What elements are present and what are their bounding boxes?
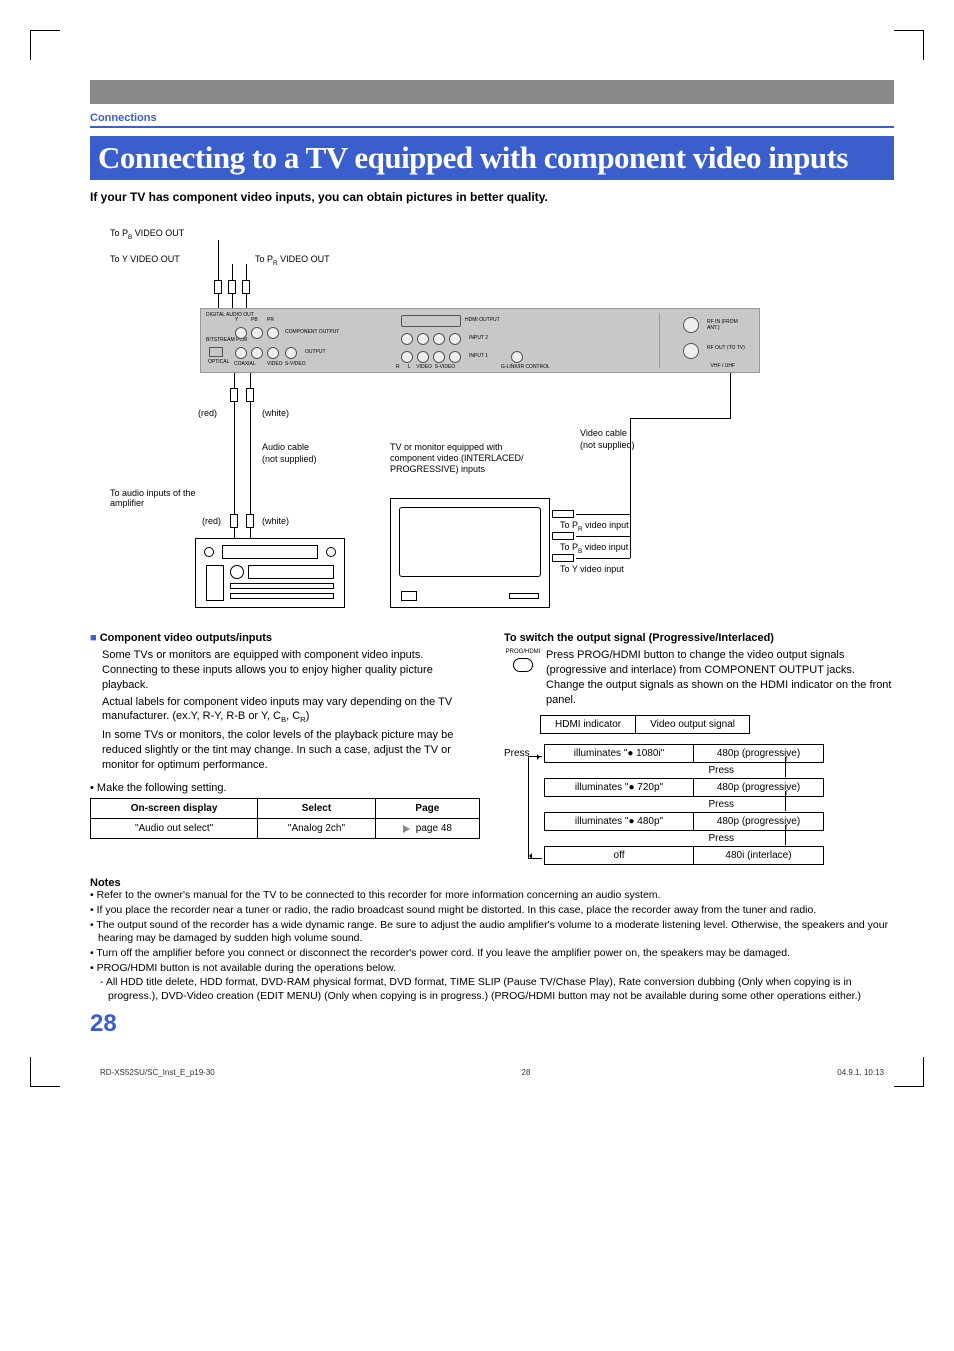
panel-optical: OPTICAL [208, 359, 229, 365]
footer: RD-XS52SU/SC_Inst_E_p19-30 28 04.9.1, 10… [90, 1068, 894, 1077]
label-to-pr-in: To PR video input [560, 520, 629, 533]
flow-1-l: illuminates "● 720p" [544, 778, 694, 797]
label-audio-cable: Audio cable [262, 442, 309, 452]
flow-0-l: illuminates "● 1080i" [544, 744, 694, 763]
notes-list: Refer to the owner's manual for the TV t… [90, 889, 894, 1003]
left-p2: Actual labels for component video inputs… [102, 695, 480, 726]
th-select: Select [258, 799, 376, 819]
th-hdmi: HDMI indicator [541, 716, 636, 734]
right-body: PROG/HDMI Press PROG/HDMI button to chan… [504, 648, 894, 707]
settings-table: On-screen display Select Page "Audio out… [90, 798, 480, 839]
signal-flow: Press illuminates "● 1080i"480p (progres… [504, 744, 894, 865]
prog-hdmi-button-icon: PROG/HDMI [504, 648, 542, 672]
connection-diagram: To PB VIDEO OUT To Y VIDEO OUT To PR VID… [90, 218, 894, 618]
panel-comp: COMPONENT OUTPUT [285, 329, 339, 335]
page-title: Connecting to a TV equipped with compone… [90, 136, 894, 180]
amplifier [195, 538, 345, 608]
note-2: The output sound of the recorder has a w… [90, 919, 894, 946]
page-ref-icon [403, 825, 414, 833]
th-signal: Video output signal [636, 716, 750, 734]
press-label: Press [504, 748, 530, 759]
label-white2: (white) [262, 516, 289, 526]
header-band [90, 80, 894, 104]
label-to-y-in: To Y video input [560, 564, 624, 574]
label-to-y: To Y VIDEO OUT [110, 254, 180, 264]
note-3: Turn off the amplifier before you connec… [90, 947, 894, 961]
flow-2-l: illuminates "● 480p" [544, 812, 694, 831]
label-to-pb: To PB VIDEO OUT [110, 228, 184, 241]
hdmi-header-table: HDMI indicator Video output signal [540, 715, 750, 734]
left-p1: Some TVs or monitors are equipped with c… [102, 648, 480, 693]
flow-3-r: 480i (interlace) [694, 846, 824, 865]
left-heading: Component video outputs/inputs [90, 632, 480, 644]
footer-ts: 04.9.1, 10:13 [837, 1068, 884, 1077]
label-ns1: (not supplied) [262, 454, 317, 464]
label-to-pb-in: To PB video input [560, 542, 628, 555]
page-number: 28 [90, 1010, 894, 1038]
note-0: Refer to the owner's manual for the TV t… [90, 889, 894, 903]
note-sub: All HDD title delete, HDD format, DVD-RA… [90, 976, 894, 1003]
flow-1-r: 480p (progressive) [694, 778, 824, 797]
panel-digital-audio: DIGITAL AUDIO OUT [206, 313, 254, 318]
td-onscreen: "Audio out select" [91, 819, 258, 839]
flow-2-r: 480p (progressive) [694, 812, 824, 831]
label-to-audio: To audio inputs of the amplifier [110, 488, 220, 508]
flow-3-l: off [544, 846, 694, 865]
label-ns2: (not supplied) [580, 440, 635, 450]
notes-heading: Notes [90, 877, 894, 889]
tv-monitor [390, 498, 550, 608]
left-body: Some TVs or monitors are equipped with c… [90, 648, 480, 772]
right-heading: To switch the output signal (Progressive… [504, 632, 894, 644]
right-p1: Press PROG/HDMI button to change the vid… [546, 648, 894, 707]
label-red2: (red) [202, 516, 221, 526]
rear-panel: DIGITAL AUDIO OUT BITSTREAM PCM OPTICAL … [200, 308, 760, 373]
left-p3: In some TVs or monitors, the color level… [102, 728, 480, 773]
footer-file: RD-XS52SU/SC_Inst_E_p19-30 [100, 1068, 215, 1077]
th-onscreen: On-screen display [91, 799, 258, 819]
label-red1: (red) [198, 408, 217, 418]
note-1: If you place the recorder near a tuner o… [90, 904, 894, 918]
label-video-cable: Video cable [580, 428, 627, 438]
left-bullet: • Make the following setting. [90, 782, 480, 794]
section-label: Connections [90, 108, 894, 128]
footer-page: 28 [522, 1068, 531, 1077]
label-white1: (white) [262, 408, 289, 418]
label-tv-desc: TV or monitor equipped with component vi… [390, 442, 540, 474]
td-page: page 48 [375, 819, 479, 839]
th-page: Page [375, 799, 479, 819]
label-to-pr: To PR VIDEO OUT [255, 254, 330, 267]
intro-text: If your TV has component video inputs, y… [90, 190, 894, 204]
panel-output: OUTPUT [305, 349, 326, 355]
note-4: PROG/HDMI button is not available during… [90, 962, 894, 976]
flow-0-r: 480p (progressive) [694, 744, 824, 763]
td-select: "Analog 2ch" [258, 819, 376, 839]
